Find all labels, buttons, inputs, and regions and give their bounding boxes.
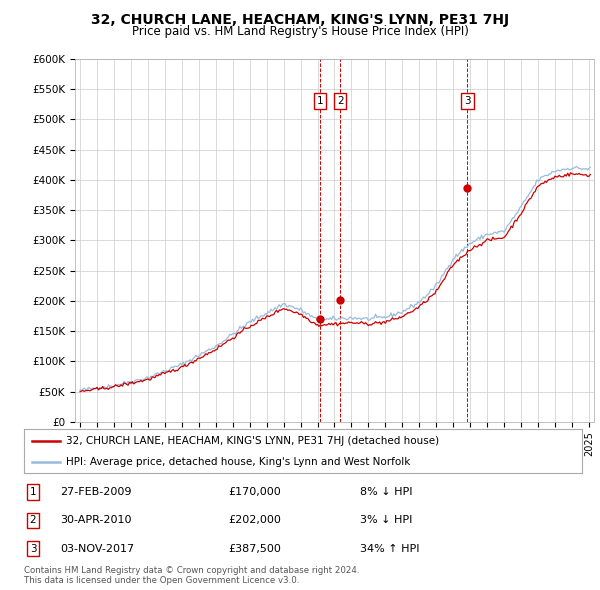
Text: Contains HM Land Registry data © Crown copyright and database right 2024.
This d: Contains HM Land Registry data © Crown c… [24,566,359,585]
Text: 32, CHURCH LANE, HEACHAM, KING'S LYNN, PE31 7HJ: 32, CHURCH LANE, HEACHAM, KING'S LYNN, P… [91,13,509,27]
Text: £387,500: £387,500 [228,544,281,553]
Text: Price paid vs. HM Land Registry's House Price Index (HPI): Price paid vs. HM Land Registry's House … [131,25,469,38]
Text: 1: 1 [29,487,37,497]
Text: HPI: Average price, detached house, King's Lynn and West Norfolk: HPI: Average price, detached house, King… [66,457,410,467]
Text: 3: 3 [464,96,471,106]
Text: 30-APR-2010: 30-APR-2010 [60,516,131,525]
Text: 34% ↑ HPI: 34% ↑ HPI [360,544,419,553]
Text: 1: 1 [317,96,323,106]
Text: 8% ↓ HPI: 8% ↓ HPI [360,487,413,497]
Text: 3: 3 [29,544,37,553]
Text: £202,000: £202,000 [228,516,281,525]
Text: 27-FEB-2009: 27-FEB-2009 [60,487,131,497]
Text: 03-NOV-2017: 03-NOV-2017 [60,544,134,553]
Text: 2: 2 [29,516,37,525]
Text: £170,000: £170,000 [228,487,281,497]
Text: 32, CHURCH LANE, HEACHAM, KING'S LYNN, PE31 7HJ (detached house): 32, CHURCH LANE, HEACHAM, KING'S LYNN, P… [66,437,439,446]
Text: 2: 2 [337,96,343,106]
Text: 3% ↓ HPI: 3% ↓ HPI [360,516,412,525]
